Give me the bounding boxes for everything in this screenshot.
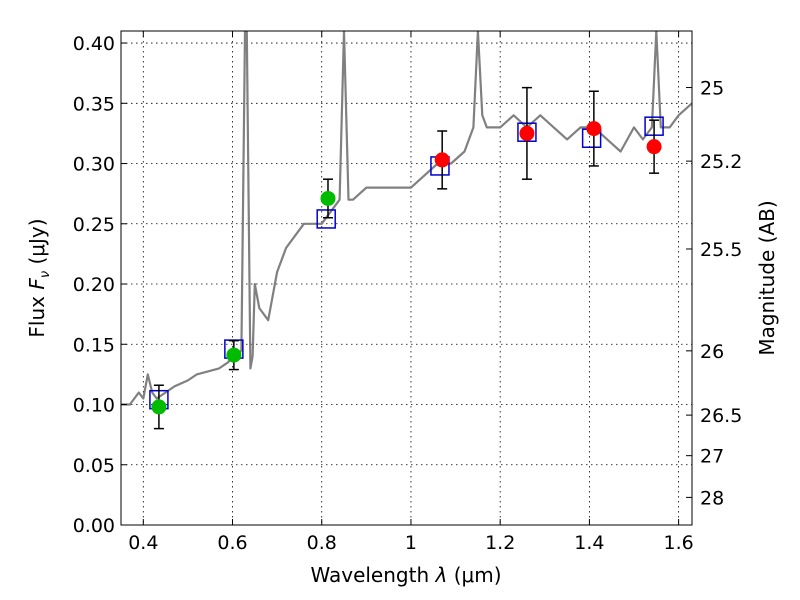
x-tick-label: 0.6 [217,532,247,554]
observed-flux-point [320,190,336,206]
mag-tick-label: 25 [700,78,724,100]
x-tick-label: 1.6 [664,532,694,554]
x-tick-label: 1.2 [485,532,515,554]
mag-tick-label: 25.2 [700,151,742,173]
y-tick-label: 0.40 [73,33,115,55]
x-tick-label: 0.4 [128,532,158,554]
x-axis-label: Wavelength λ (μm) [310,563,501,587]
observed-flux-point [434,152,450,168]
x-tick-label: 1 [405,532,417,554]
y-tick-label: 0.35 [73,93,115,115]
model-photometry-square [316,209,336,229]
grid-lines [121,31,692,526]
y-tick-label: 0.25 [73,214,115,236]
model-spectrum-line [121,31,692,406]
observed-flux-point [226,347,242,363]
y2-axis-label: Magnitude (AB) [755,200,779,355]
y-axis-label: Flux Fν (μJy) [25,218,53,337]
observed-flux-point [586,121,602,137]
y-tick-label: 0.05 [73,455,115,477]
observed-flux-point [151,399,167,415]
mag-tick-label: 25.5 [700,239,742,261]
data-series-layer [121,31,692,430]
x-tick-label: 1.4 [574,532,604,554]
observed-flux-point [646,139,662,155]
mag-tick-label: 27 [700,446,724,468]
mag-tick-label: 26.5 [700,405,742,427]
mag-tick-label: 28 [700,487,724,509]
y-tick-label: 0.30 [73,154,115,176]
x-tick-label: 0.8 [307,532,337,554]
y-tick-label: 0.20 [73,274,115,296]
axis-ticks: 0.4 0.6 0.8 1 1.2 1.4 1.6 0.00 0.05 0.10 0.15 0.20 0… [73,31,742,554]
observed-flux-point [519,125,535,141]
mag-tick-label: 26 [700,341,724,363]
y-tick-label: 0.10 [73,395,115,417]
y-tick-label: 0.15 [73,334,115,356]
y-tick-label: 0.00 [73,515,115,537]
plot-frame [120,30,693,526]
